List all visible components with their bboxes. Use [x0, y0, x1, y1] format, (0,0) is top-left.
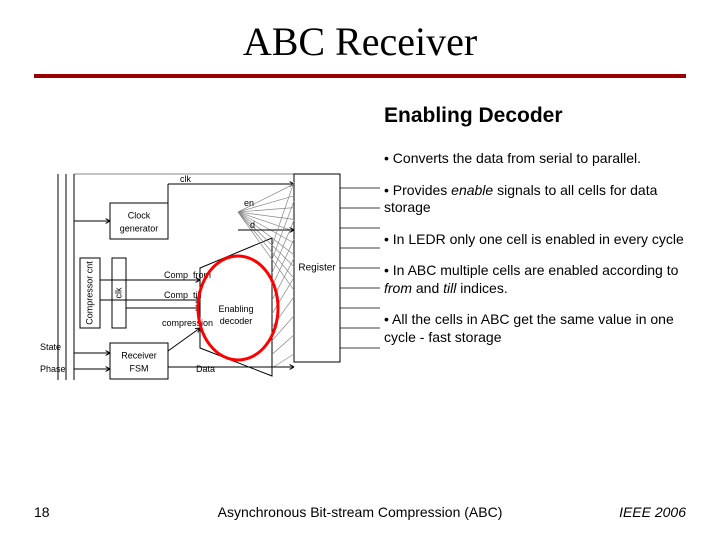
svg-text:State: State [40, 342, 61, 352]
block-diagram: Clock generator Compressor cnt clk Receiver F… [20, 148, 380, 408]
svg-text:Compressor cnt: Compressor cnt [84, 261, 94, 325]
svg-text:Data: Data [196, 364, 215, 374]
footer-right: IEEE 2006 [619, 504, 686, 520]
bullet-1: • Converts the data from serial to paral… [384, 150, 684, 168]
svg-text:clk: clk [180, 174, 191, 184]
bullet-2-em: enable [451, 182, 497, 198]
bullet-3: • In LEDR only one cell is enabled in ev… [384, 231, 684, 249]
bullet-4-suffix: indices. [456, 280, 507, 296]
bullet-4-mid: and [412, 280, 443, 296]
slide-subtitle: Enabling Decoder [384, 104, 563, 128]
bullet-2: • Provides enable signals to all cells f… [384, 182, 684, 217]
svg-text:Register: Register [298, 263, 336, 274]
svg-text:clk: clk [113, 287, 123, 298]
svg-text:compression: compression [162, 318, 213, 328]
title-underline [34, 74, 686, 78]
svg-text:FSM: FSM [130, 363, 149, 373]
bullet-4-em1: from [384, 280, 412, 296]
svg-text:en: en [244, 198, 254, 208]
bullet-2-prefix: • Provides [384, 182, 451, 198]
bullet-list: • Converts the data from serial to paral… [384, 150, 684, 360]
footer-center: Asynchronous Bit-stream Compression (ABC… [0, 504, 720, 520]
bullet-4-em2: till [443, 280, 456, 296]
svg-text:Enabling: Enabling [218, 304, 253, 314]
slide-title: ABC Receiver [0, 18, 720, 65]
svg-text:generator: generator [120, 223, 159, 233]
svg-text:Comp_till: Comp_till [164, 290, 202, 300]
bullet-5: • All the cells in ABC get the same valu… [384, 311, 684, 346]
svg-text:Clock: Clock [128, 210, 151, 220]
bullet-4-prefix: • In ABC multiple cells are enabled acco… [384, 262, 678, 278]
bullet-4: • In ABC multiple cells are enabled acco… [384, 262, 684, 297]
slide: ABC Receiver Enabling Decoder • Converts… [0, 0, 720, 540]
svg-text:Phase: Phase [40, 364, 66, 374]
svg-text:Receiver: Receiver [121, 350, 157, 360]
svg-text:decoder: decoder [220, 316, 253, 326]
svg-text:d: d [250, 220, 255, 230]
